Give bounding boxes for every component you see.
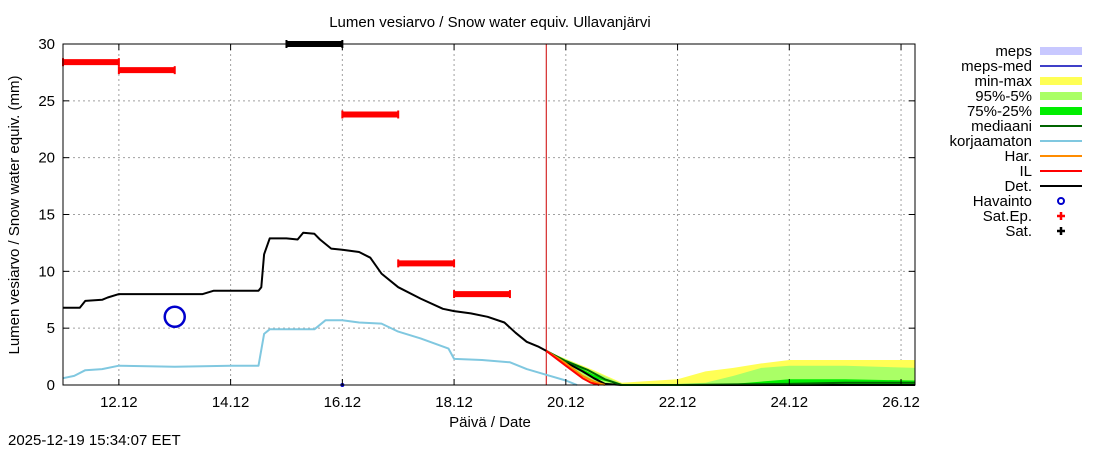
y-tick-label: 0 [47, 377, 55, 394]
y-tick-label: 20 [38, 150, 55, 167]
timestamp: 2025-12-19 15:34:07 EET [8, 432, 181, 449]
x-tick-label: 22.12 [659, 394, 697, 411]
band-75-25- [546, 350, 915, 385]
series-har- [545, 350, 606, 386]
y-tick-label: 10 [38, 263, 55, 280]
legend-label-p75_25: 75%-25% [967, 103, 1032, 120]
grid [63, 44, 915, 385]
series-korjaamaton [62, 319, 578, 386]
x-tick-label: 18.12 [435, 394, 473, 411]
legend-label-meps_med: meps-med [961, 58, 1032, 75]
satellite-layer [62, 40, 511, 299]
legend-label-p95_5: 95%-5% [975, 88, 1032, 105]
legend-label-sat: Sat. [1005, 223, 1032, 240]
observation-point [163, 305, 186, 329]
legend-swatch-meps [1040, 47, 1082, 55]
legend-swatch-p75_25 [1040, 107, 1082, 115]
legend-label-satep: Sat.Ep. [983, 208, 1032, 225]
legend-label-meps: meps [995, 43, 1032, 60]
legend-label-det: Det. [1004, 178, 1032, 195]
y-tick-label: 25 [38, 93, 55, 110]
legend-label-minmax: min-max [974, 73, 1032, 90]
y-tick-label: 15 [38, 207, 55, 224]
legend-swatch-minmax [1040, 77, 1082, 85]
legend-swatch-satep [1057, 212, 1065, 220]
legend-swatch-havainto [1057, 197, 1065, 205]
x-tick-label: 26.12 [882, 394, 920, 411]
forecast-bands [546, 350, 915, 385]
y-tick-label: 5 [47, 320, 55, 337]
series-det- [63, 231, 915, 386]
legend-label-il: IL [1019, 163, 1032, 180]
legend-label-uncorrected: korjaamaton [949, 133, 1032, 150]
legend: mepsmeps-medmin-max95%-5%75%-25%mediaani… [949, 43, 1082, 240]
x-axis-label: Päivä / Date [449, 414, 531, 431]
axis-ticks: 0 5 10 15 20 25 30 12.12 14.12 16.12 18.12 20.12 22.… [38, 36, 919, 411]
series-il [545, 350, 600, 386]
x-tick-label: 24.12 [771, 394, 809, 411]
legend-label-median: mediaani [971, 118, 1032, 135]
legend-label-har: Har. [1004, 148, 1032, 165]
y-tick-label: 30 [38, 36, 55, 53]
x-tick-label: 20.12 [547, 394, 585, 411]
legend-swatch-p95_5 [1040, 92, 1082, 100]
legend-label-havainto: Havainto [973, 193, 1032, 210]
markers [163, 305, 345, 387]
x-tick-label: 12.12 [100, 394, 138, 411]
legend-swatch-sat [1057, 227, 1065, 235]
chart-title: Lumen vesiarvo / Snow water equiv. Ullav… [329, 14, 651, 31]
x-tick-label: 16.12 [324, 394, 362, 411]
band-95-5- [546, 350, 915, 385]
y-axis-label: Lumen vesiarvo / Snow water equiv. (mm) [6, 76, 23, 355]
x-tick-label: 14.12 [212, 394, 250, 411]
